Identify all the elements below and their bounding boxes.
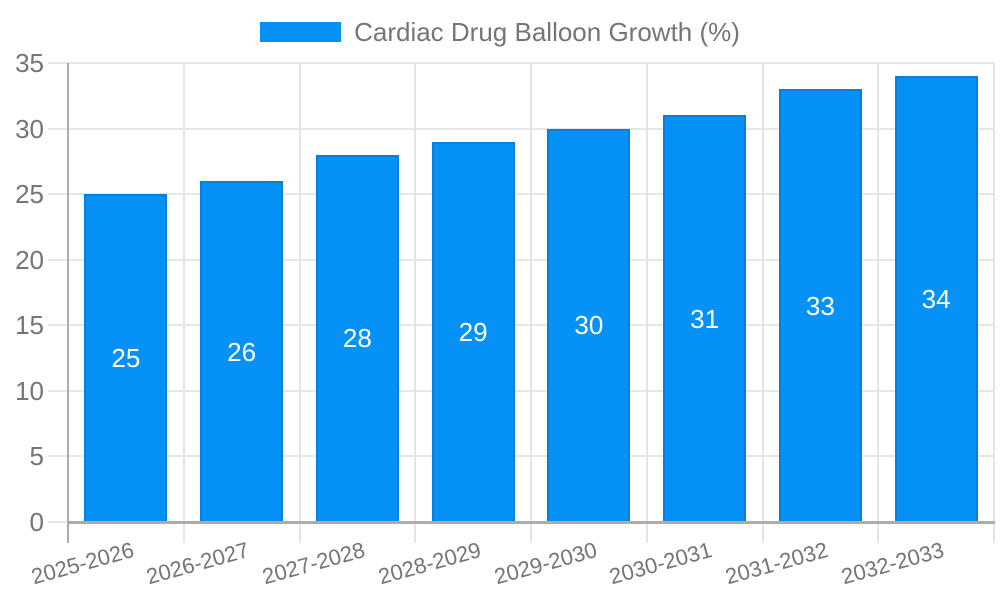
x-axis-line bbox=[67, 521, 995, 524]
gridline-v bbox=[530, 63, 532, 543]
legend-swatch-icon bbox=[260, 22, 342, 42]
y-tick-label: 30 bbox=[15, 113, 44, 144]
y-tick-label: 5 bbox=[29, 441, 44, 472]
gridline-v bbox=[414, 63, 417, 543]
gridline-h bbox=[48, 324, 994, 327]
gridline-v bbox=[761, 63, 764, 543]
bar-2025-2026[interactable] bbox=[84, 194, 168, 522]
y-tick-label: 20 bbox=[15, 244, 44, 275]
gridline-h bbox=[48, 389, 994, 392]
gridline-v bbox=[877, 63, 880, 543]
gridline-h bbox=[48, 127, 994, 130]
x-tick-label: 2032-2033 bbox=[838, 537, 947, 590]
y-tick-label: 35 bbox=[15, 48, 44, 78]
bar-2032-2033[interactable] bbox=[894, 76, 978, 522]
bar-2031-2032[interactable] bbox=[778, 89, 862, 522]
gridline-v bbox=[182, 63, 185, 543]
y-tick-label: 15 bbox=[15, 310, 44, 341]
bar-2028-2029[interactable] bbox=[431, 141, 515, 522]
x-tick-label: 2028-2029 bbox=[375, 537, 484, 590]
y-tick-label: 0 bbox=[29, 507, 44, 537]
x-tick-label: 2029-2030 bbox=[491, 537, 600, 590]
gridline-h bbox=[48, 62, 994, 64]
gridline-h bbox=[48, 193, 994, 196]
y-tick-label: 25 bbox=[15, 179, 44, 210]
legend: Cardiac Drug Balloon Growth (%) bbox=[0, 18, 1000, 46]
x-tick-label: 2031-2032 bbox=[722, 537, 831, 590]
legend-label: Cardiac Drug Balloon Growth (%) bbox=[354, 17, 740, 47]
gridline-h-stub bbox=[48, 521, 68, 523]
legend-item[interactable]: Cardiac Drug Balloon Growth (%) bbox=[260, 18, 740, 46]
gridline-h bbox=[48, 258, 994, 261]
x-tick-label: 2026-2027 bbox=[143, 537, 253, 590]
bar-2029-2030[interactable] bbox=[547, 128, 631, 522]
x-tick-label: 2030-2031 bbox=[606, 537, 716, 590]
bar-2026-2027[interactable] bbox=[200, 181, 284, 522]
bar-2027-2028[interactable] bbox=[315, 154, 399, 522]
gridline-v bbox=[645, 63, 648, 543]
gridline-v bbox=[993, 63, 995, 543]
x-tick-label: 2027-2028 bbox=[259, 537, 368, 590]
y-tick-label: 10 bbox=[15, 375, 44, 406]
gridline-h bbox=[48, 455, 994, 458]
gridline-v bbox=[298, 63, 301, 543]
y-axis-line bbox=[67, 63, 69, 543]
x-tick-label: 2025-2026 bbox=[28, 537, 137, 590]
bar-2030-2031[interactable] bbox=[663, 115, 747, 522]
